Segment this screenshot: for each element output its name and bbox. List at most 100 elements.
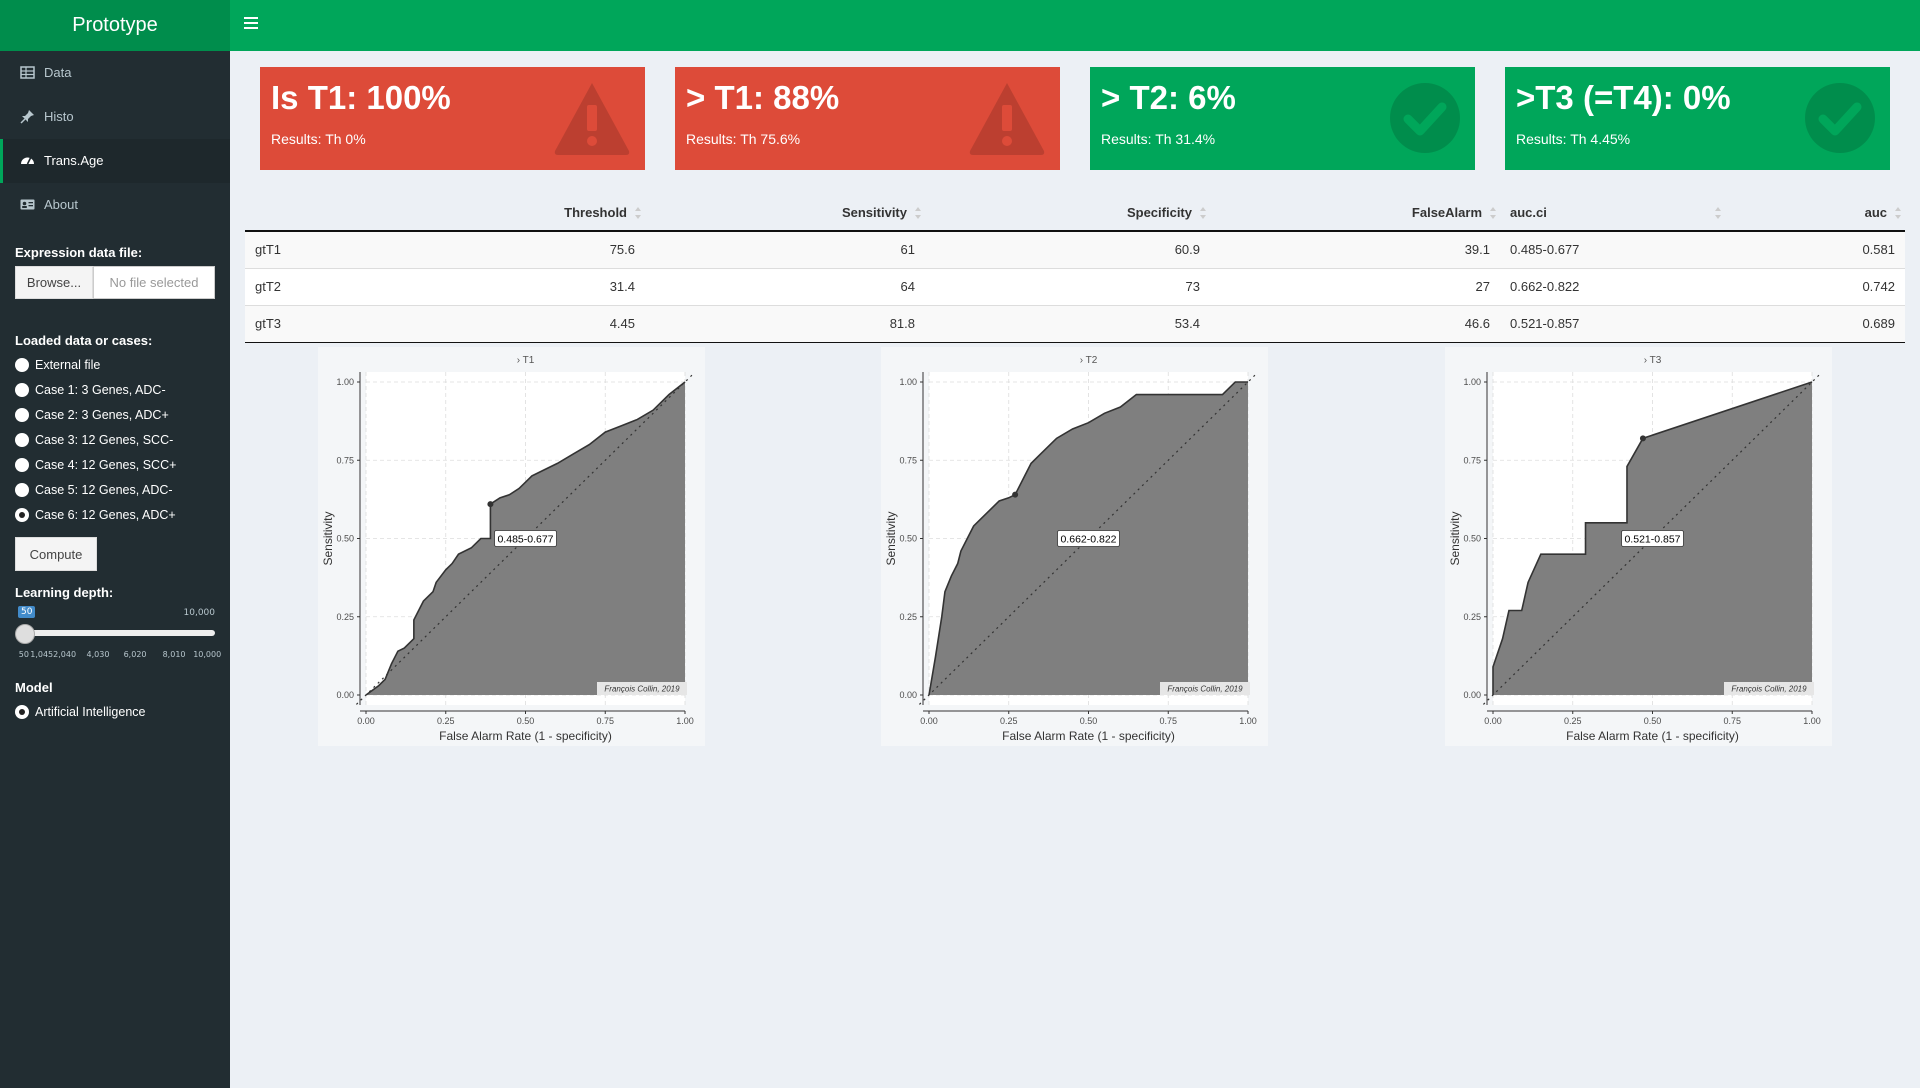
column-header-specificity[interactable]: Specificity — [925, 194, 1210, 232]
table-row[interactable]: gtT1 75.6 61 60.9 39.1 0.485-0.677 0.581 — [245, 230, 1905, 268]
auc-ci-label-box — [494, 530, 557, 547]
sort-icon[interactable] — [635, 207, 641, 219]
cell-specificity: 53.4 — [925, 304, 1210, 343]
radio-button[interactable] — [15, 357, 29, 372]
browse-button[interactable]: Browse... — [15, 266, 93, 299]
y-tick-label: 1.00 — [899, 377, 917, 387]
radio-button[interactable] — [15, 432, 29, 447]
radio-button[interactable] — [15, 457, 29, 472]
sidebar-item-about[interactable]: About — [0, 183, 230, 227]
roc-chart-svg: 0.00 0.25 0.50 0.75 1.00 0.00 0.25 0.50 0.75 1.00… — [1448, 355, 1822, 743]
sidebar-item-data[interactable]: Data — [0, 51, 230, 95]
file-name-field[interactable]: No file selected — [93, 266, 215, 299]
auc-ci-label-box — [1057, 530, 1120, 547]
cell-threshold: 31.4 — [445, 267, 645, 305]
sort-icon[interactable] — [1715, 207, 1721, 219]
valuebox-subtitle: Results: Th 4.45% — [1516, 131, 1631, 147]
case-option[interactable]: Case 5: 12 Genes, ADC- — [0, 477, 230, 502]
case-option[interactable]: Case 2: 3 Genes, ADC+ — [0, 402, 230, 427]
radio-button[interactable] — [15, 482, 29, 497]
x-tick-label: 0.75 — [596, 716, 614, 726]
slider-handle[interactable] — [15, 624, 35, 644]
sidebar: Data Histo Trans.Age About Expression da… — [0, 51, 230, 1088]
table-header-row: Threshold Sensitivity Specificity FalseA… — [245, 194, 1905, 232]
case-option-label: Case 2: 3 Genes, ADC+ — [35, 407, 169, 422]
valuebox-value: Is T1: 100% — [271, 79, 451, 116]
credit-label: François Collin, 2019 — [1731, 685, 1807, 694]
auc-ci-label: 0.662-0.822 — [1060, 534, 1116, 546]
case-option[interactable]: External file — [0, 352, 230, 377]
y-tick-label: 1.00 — [1463, 377, 1481, 387]
sort-icon[interactable] — [1200, 207, 1206, 219]
x-tick-label: 0.75 — [1723, 716, 1741, 726]
case-option-label: Case 5: 12 Genes, ADC- — [35, 482, 173, 497]
case-option[interactable]: Case 4: 12 Genes, SCC+ — [0, 452, 230, 477]
header-label: FalseAlarm — [1411, 204, 1482, 220]
table-icon — [20, 66, 35, 79]
compute-button[interactable]: Compute — [15, 537, 97, 571]
y-axis-label: Sensitivity — [884, 511, 898, 565]
optimal-threshold-point — [1639, 435, 1646, 442]
model-option[interactable]: Artificial Intelligence — [0, 699, 230, 724]
credit-box — [597, 682, 687, 695]
cell-auc: 0.742 — [1725, 267, 1905, 305]
slider-track[interactable] — [20, 630, 215, 636]
learning-depth-slider[interactable]: 50 10,000 50 1,0452,040 4,030 6,020 8,01… — [15, 606, 221, 666]
slider-tick: 50 — [18, 650, 29, 659]
radio-button-selected[interactable] — [15, 704, 29, 719]
cell-rowname: gtT1 — [245, 230, 445, 268]
chance-diagonal — [356, 372, 695, 705]
column-header-rowname — [245, 194, 445, 232]
valuebox-subtitle: Results: Th 0% — [271, 131, 366, 147]
column-header-sensitivity[interactable]: Sensitivity — [645, 194, 925, 232]
case-option[interactable]: Case 6: 12 Genes, ADC+ — [0, 502, 230, 527]
column-header-auc[interactable]: auc — [1725, 194, 1905, 232]
cell-specificity: 60.9 — [925, 230, 1210, 268]
check-circle-icon — [1805, 83, 1875, 153]
roc-chart-svg: 0.00 0.25 0.50 0.75 1.00 0.00 0.25 0.50 0.75 1.00… — [884, 355, 1258, 743]
credit-box — [1160, 682, 1250, 695]
cell-auc-ci: 0.521-0.857 — [1500, 304, 1725, 343]
sort-icon[interactable] — [1490, 207, 1496, 219]
header-label: Threshold — [564, 204, 627, 220]
credit-box — [1724, 682, 1814, 695]
sidebar-toggle-icon[interactable] — [244, 17, 258, 29]
table-row[interactable]: gtT3 4.45 81.8 53.4 46.6 0.521-0.857 0.6… — [245, 304, 1905, 343]
cell-falsealarm: 46.6 — [1210, 304, 1500, 343]
sort-icon[interactable] — [1895, 207, 1901, 219]
column-header-threshold[interactable]: Threshold — [445, 194, 645, 232]
x-tick-label: 0.25 — [1564, 716, 1582, 726]
sidebar-item-trans-age[interactable]: Trans.Age — [0, 139, 230, 183]
optimal-threshold-point — [487, 501, 494, 508]
cases-radio-group: External file Case 1: 3 Genes, ADC- Case… — [0, 352, 230, 527]
column-header-auc-ci[interactable]: auc.ci — [1500, 194, 1725, 232]
column-header-falsealarm[interactable]: FalseAlarm — [1210, 194, 1500, 232]
sidebar-item-histo[interactable]: Histo — [0, 95, 230, 139]
warning-icon — [554, 83, 630, 155]
sidebar-item-label: Data — [44, 65, 72, 80]
slider-tick: 4,030 — [86, 650, 110, 659]
slider-tick: 6,020 — [123, 650, 147, 659]
case-option[interactable]: Case 1: 3 Genes, ADC- — [0, 377, 230, 402]
y-tick-label: 0.25 — [1463, 612, 1481, 622]
table-row[interactable]: gtT2 31.4 64 73 27 0.662-0.822 0.742 — [245, 267, 1905, 305]
radio-button[interactable] — [15, 382, 29, 397]
valuebox-gt-t3: >T3 (=T4): 0% Results: Th 4.45% — [1505, 67, 1890, 170]
x-tick-label: 0.50 — [1644, 716, 1662, 726]
pin-icon — [20, 110, 34, 124]
header-label: auc — [1864, 204, 1887, 220]
y-tick-label: 0.50 — [336, 534, 354, 544]
app-logo[interactable]: Prototype — [0, 0, 230, 51]
x-tick-label: 0.25 — [1000, 716, 1018, 726]
case-option[interactable]: Case 3: 12 Genes, SCC- — [0, 427, 230, 452]
case-option-label: Case 6: 12 Genes, ADC+ — [35, 507, 176, 522]
valuebox-subtitle: Results: Th 31.4% — [1101, 131, 1216, 147]
cell-rowname: gtT3 — [245, 304, 445, 343]
valuebox-value: > T2: 6% — [1101, 79, 1236, 116]
radio-button[interactable] — [15, 407, 29, 422]
radio-button-selected[interactable] — [15, 507, 29, 522]
check-circle-icon — [1390, 83, 1460, 153]
sort-icon[interactable] — [915, 207, 921, 219]
cell-sensitivity: 61 — [645, 230, 925, 268]
model-label: Model — [15, 680, 53, 695]
